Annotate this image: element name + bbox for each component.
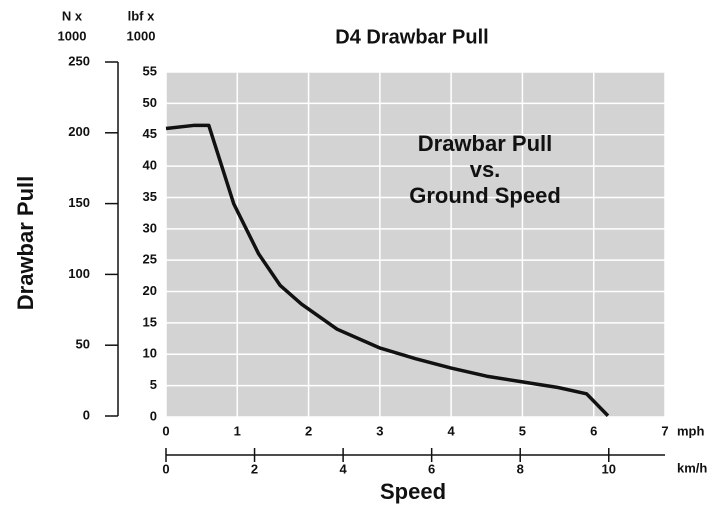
x-tick-label: 5: [519, 423, 526, 438]
y2-tick-label: 250: [68, 53, 90, 68]
x2-unit-label: km/h: [677, 460, 707, 475]
x2-tick-label: 8: [517, 461, 524, 476]
y-tick-label: 15: [143, 314, 157, 329]
x2-tick-label: 4: [339, 461, 347, 476]
y-tick-label: 20: [143, 283, 157, 298]
x-axis-label: Speed: [380, 479, 446, 504]
x-tick-label: 6: [590, 423, 597, 438]
x2-tick-label: 6: [428, 461, 435, 476]
y-tick-label: 40: [143, 158, 157, 173]
y-tick-label: 45: [143, 126, 157, 141]
y2-unit-label: N x: [62, 8, 83, 23]
x-tick-label: 2: [305, 423, 312, 438]
x2-tick-label: 10: [602, 461, 616, 476]
y-unit-label: 1000: [127, 28, 156, 43]
y2-tick-label: 200: [68, 124, 90, 139]
x-tick-label: 1: [234, 423, 241, 438]
y2-tick-label: 0: [83, 407, 90, 422]
data-line: [165, 123, 610, 417]
x2-tick-label: 2: [251, 461, 258, 476]
x-tick-label: 0: [162, 423, 169, 438]
y-unit-label: lbf x: [128, 8, 155, 23]
annotation: Drawbar Pull: [418, 131, 552, 156]
y-tick-label: 10: [143, 346, 157, 361]
plot-background: [166, 72, 665, 417]
x-tick-label: 7: [661, 423, 668, 438]
y2-tick-label: 150: [68, 195, 90, 210]
y-tick-label: 30: [143, 220, 157, 235]
y2-tick-label: 100: [68, 266, 90, 281]
annotation: vs.: [470, 157, 501, 182]
y-tick-label: 55: [143, 63, 157, 78]
y2-tick-label: 50: [76, 337, 90, 352]
x-tick-label: 3: [376, 423, 383, 438]
y-tick-label: 35: [143, 189, 157, 204]
y-tick-label: 50: [143, 95, 157, 110]
y-tick-label: 5: [150, 377, 157, 392]
y2-unit-label: 1000: [58, 28, 87, 43]
y-tick-label: 0: [150, 408, 157, 423]
y-tick-label: 25: [143, 252, 157, 267]
x-unit-label: mph: [677, 423, 705, 438]
y-axis-label: Drawbar Pull: [13, 176, 38, 310]
x2-tick-label: 0: [162, 461, 169, 476]
chart-title: D4 Drawbar Pull: [335, 26, 488, 48]
annotation: Ground Speed: [409, 183, 561, 208]
x-tick-label: 4: [448, 423, 456, 438]
